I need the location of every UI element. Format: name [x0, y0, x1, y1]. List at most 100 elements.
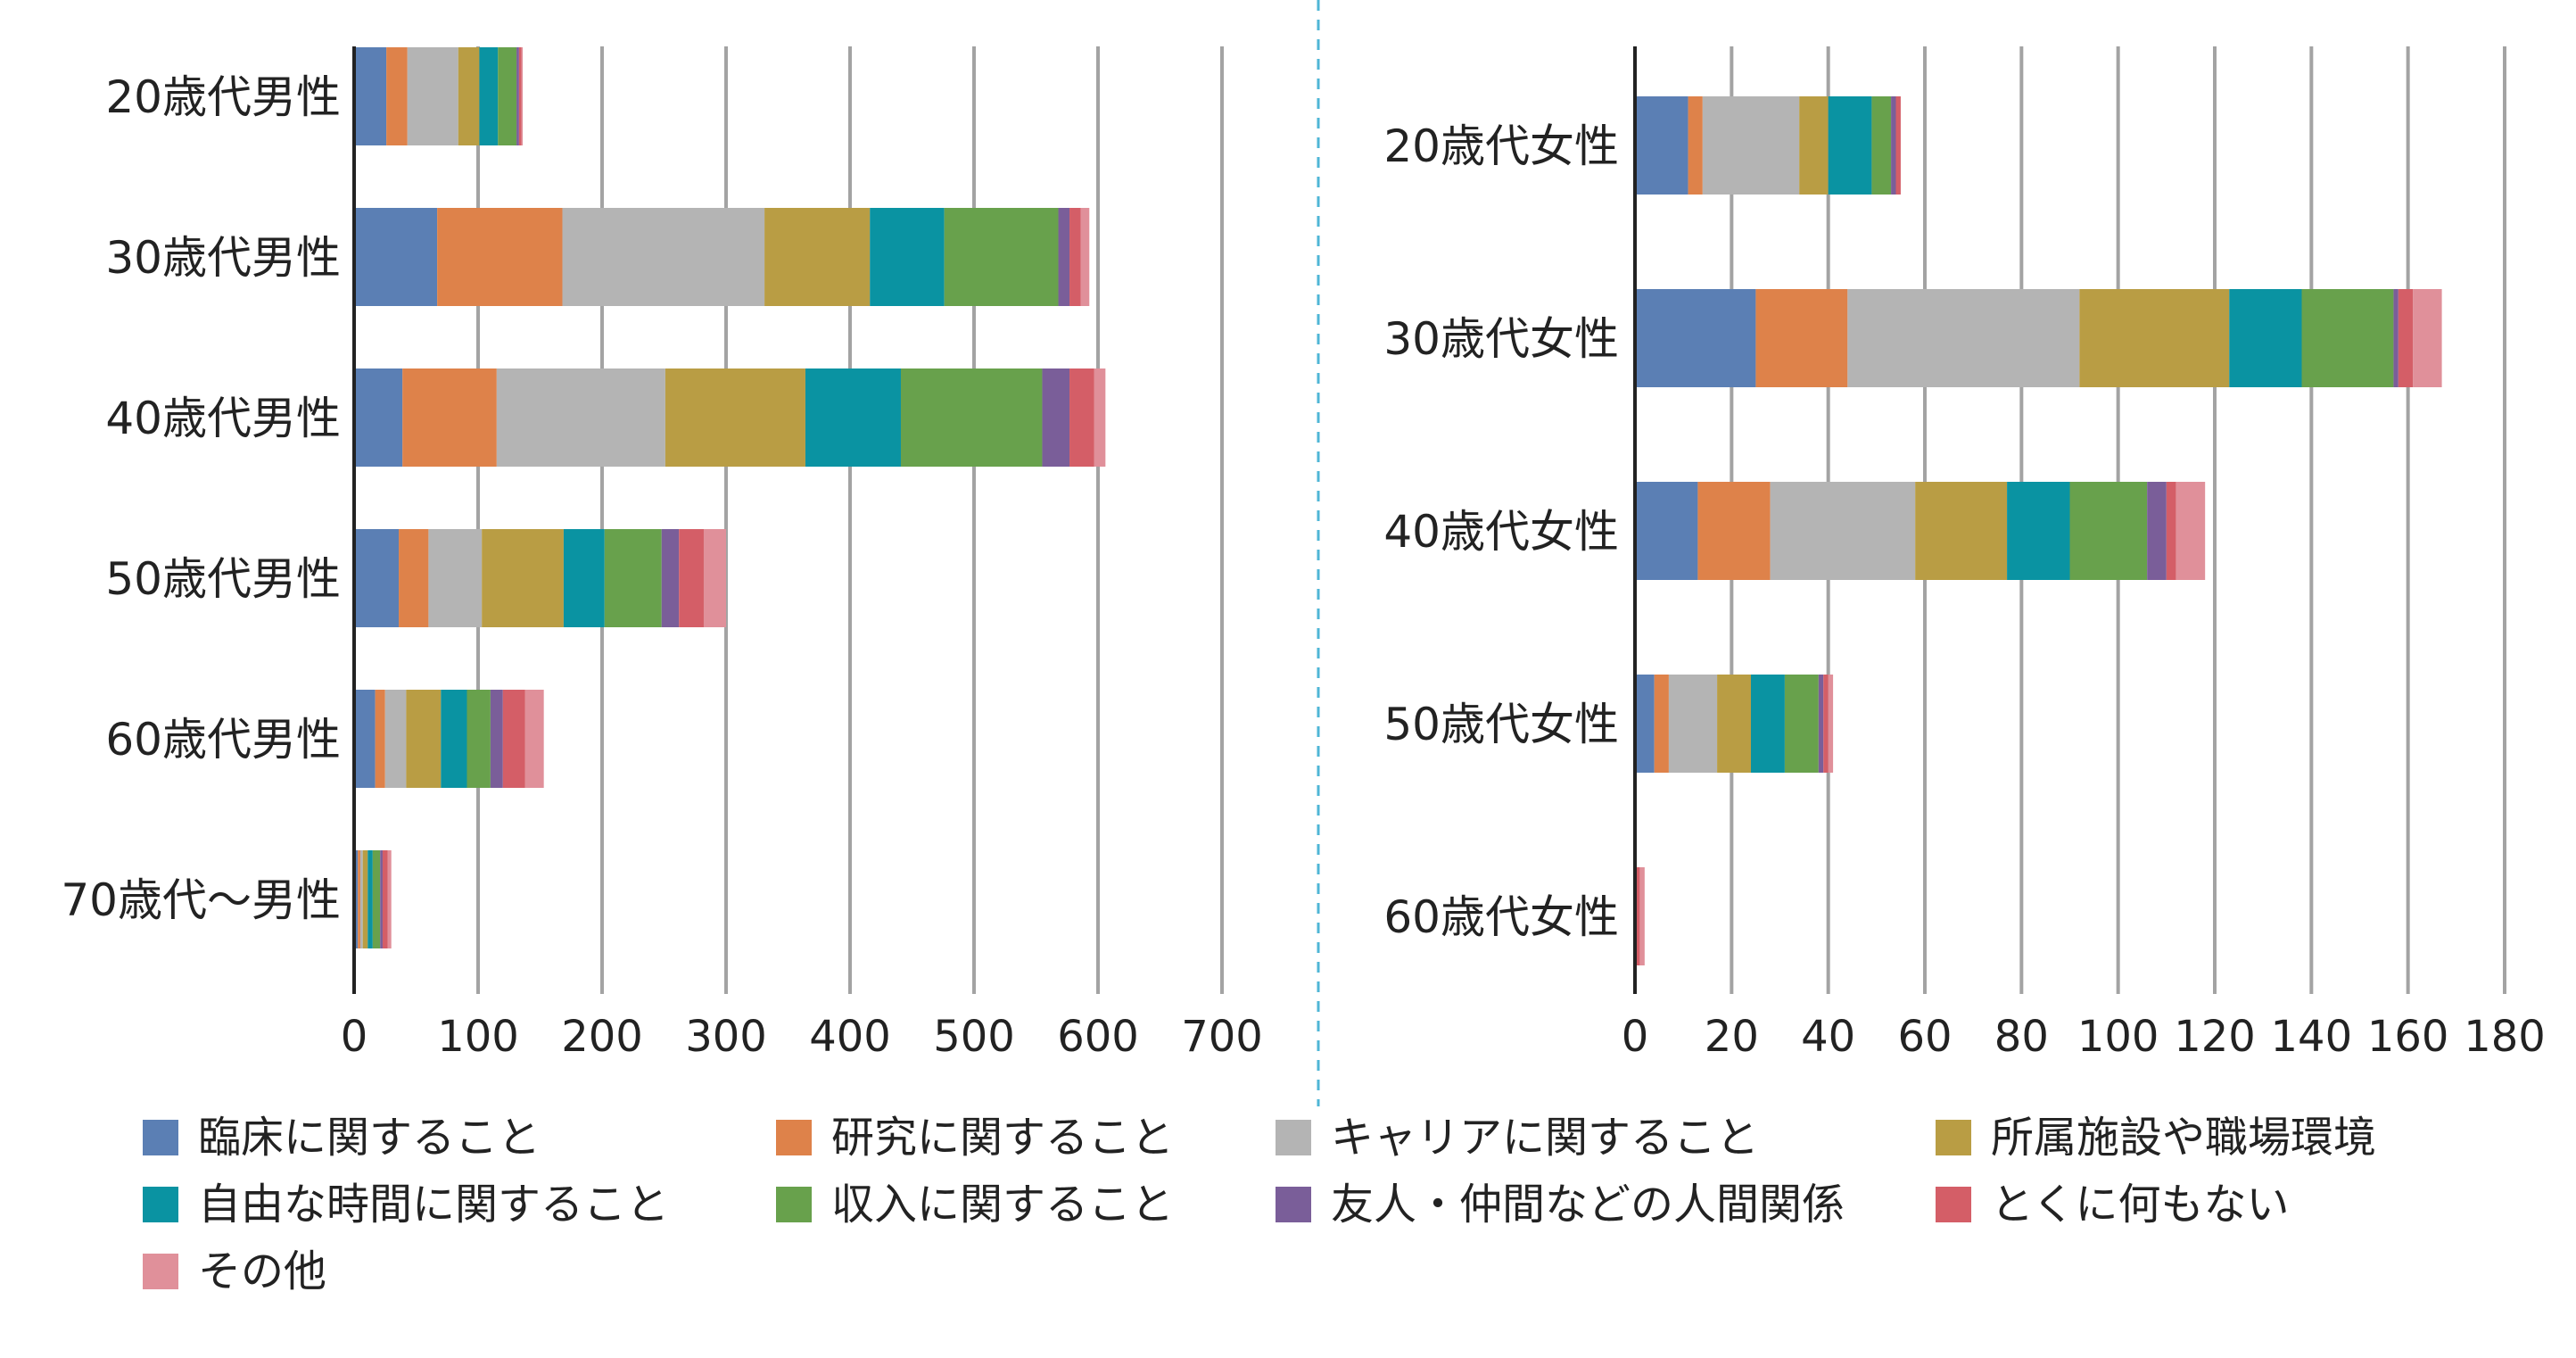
legend-label: とくに何もない: [1991, 1180, 2290, 1230]
left-category-label: 70歳代〜男性: [61, 874, 341, 926]
right-tick-label: 100: [2077, 1012, 2159, 1062]
left-bar-segment: [407, 47, 458, 145]
right-bar-segment: [2301, 289, 2394, 387]
left-tick-label: 500: [933, 1012, 1015, 1062]
left-bar-segment: [466, 690, 491, 788]
right-category-label: 30歳代女性: [1383, 313, 1619, 365]
left-tick-label: 700: [1181, 1012, 1263, 1062]
right-bar-segment: [1697, 482, 1771, 580]
left-tick-label: 400: [809, 1012, 891, 1062]
left-bar-segment: [402, 368, 497, 467]
right-bar-segment: [2079, 289, 2230, 387]
left-tick-label: 0: [341, 1012, 368, 1062]
right-bar-segment: [2393, 289, 2398, 387]
right-bar-segment: [1915, 482, 2008, 580]
legend-swatch: [1276, 1120, 1311, 1155]
right-bar-segment: [1668, 675, 1718, 773]
right-category-label: 20歳代女性: [1383, 120, 1619, 172]
left-bar-segment: [384, 690, 407, 788]
legend-item: その他: [143, 1245, 326, 1298]
right-category-label: 40歳代女性: [1383, 506, 1619, 558]
right-bar-segment: [1828, 675, 1834, 773]
left-bar-segment: [482, 529, 564, 627]
right-tick-label: 140: [2271, 1012, 2353, 1062]
legend-label: 臨床に関すること: [198, 1113, 541, 1163]
left-bar-segment: [428, 529, 483, 627]
legend-label: 友人・仲間などの人間関係: [1331, 1180, 1845, 1230]
legend-swatch: [776, 1120, 812, 1155]
right-tick-label: 40: [1801, 1012, 1855, 1062]
right-tick-label: 0: [1622, 1012, 1649, 1062]
left-category-label: 20歳代男性: [105, 71, 341, 123]
right-bar-segment: [2007, 482, 2070, 580]
left-bar-segment: [665, 368, 805, 467]
right-bar-segment: [1717, 675, 1751, 773]
legend-item: 所属施設や職場環境: [1936, 1111, 2376, 1164]
legend-swatch: [143, 1187, 178, 1222]
legend-swatch: [1936, 1120, 1971, 1155]
right-tick-label: 60: [1897, 1012, 1952, 1062]
right-bar-segment: [2413, 289, 2442, 387]
right-bar-segment: [2229, 289, 2302, 387]
left-bar-segment: [516, 47, 519, 145]
right-bar-segment: [1847, 289, 2080, 387]
left-bar-segment: [1094, 368, 1106, 467]
left-bar-segment: [437, 208, 563, 306]
legend-label: 所属施設や職場環境: [1991, 1113, 2377, 1163]
left-bar-segment: [354, 368, 403, 467]
right-bar-segment: [1635, 867, 1640, 965]
left-category-label: 30歳代男性: [105, 232, 341, 284]
left-bar-segment: [354, 850, 359, 948]
legend-label: その他: [198, 1246, 327, 1296]
left-bar-segment: [382, 850, 388, 948]
legend-swatch: [1936, 1187, 1971, 1222]
legend-label: 自由な時間に関すること: [198, 1180, 670, 1230]
left-bar-segment: [354, 47, 387, 145]
right-bar-segment: [1770, 482, 1916, 580]
right-bar-segment: [1799, 96, 1829, 195]
right-bar-segment: [1871, 96, 1892, 195]
right-tick-label: 80: [1994, 1012, 2049, 1062]
left-bar-segment: [805, 368, 901, 467]
right-bar-segment: [2147, 482, 2167, 580]
right-bar-segment: [1818, 675, 1824, 773]
right-category-label: 60歳代女性: [1383, 891, 1619, 943]
left-bar-segment: [399, 529, 429, 627]
right-bar-segment: [1654, 675, 1669, 773]
legend-item: 収入に関すること: [776, 1178, 1174, 1231]
right-tick-label: 180: [2464, 1012, 2546, 1062]
legend-swatch: [1276, 1187, 1311, 1222]
legend: 臨床に関すること 研究に関すること キャリアに関すること 所属施設や職場環境自由な時間…: [143, 1111, 2498, 1325]
right-bar-segment: [1639, 867, 1645, 965]
legend-label: 収入に関すること: [831, 1180, 1175, 1230]
left-bar-segment: [518, 47, 522, 145]
right-bar-segment: [1635, 96, 1688, 195]
left-bar-segment: [372, 850, 381, 948]
left-tick-label: 600: [1057, 1012, 1139, 1062]
right-bar-segment: [1823, 675, 1829, 773]
legend-swatch: [143, 1254, 178, 1289]
left-bar-segment: [563, 529, 605, 627]
left-bar-segment: [604, 529, 662, 627]
left-bar-segment: [362, 850, 368, 948]
left-bar-segment: [900, 368, 1043, 467]
left-bar-segment: [375, 690, 385, 788]
right-bar-segment: [1784, 675, 1819, 773]
right-category-label: 50歳代女性: [1383, 699, 1619, 750]
left-bar-segment: [358, 850, 360, 948]
legend-item: キャリアに関すること: [1276, 1111, 1759, 1164]
left-bar-segment: [354, 690, 376, 788]
left-tick-label: 200: [561, 1012, 643, 1062]
right-bar-segment: [2166, 482, 2176, 580]
right-tick-label: 160: [2367, 1012, 2449, 1062]
legend-item: とくに何もない: [1936, 1178, 2290, 1231]
right-bar-segment: [2176, 482, 2206, 580]
right-bar-segment: [1891, 96, 1896, 195]
legend-item: 研究に関すること: [776, 1111, 1174, 1164]
left-bar-segment: [502, 690, 525, 788]
left-bar-segment: [679, 529, 704, 627]
left-bar-segment: [354, 529, 400, 627]
right-tick-label: 20: [1705, 1012, 1759, 1062]
left-bar-segment: [524, 690, 544, 788]
